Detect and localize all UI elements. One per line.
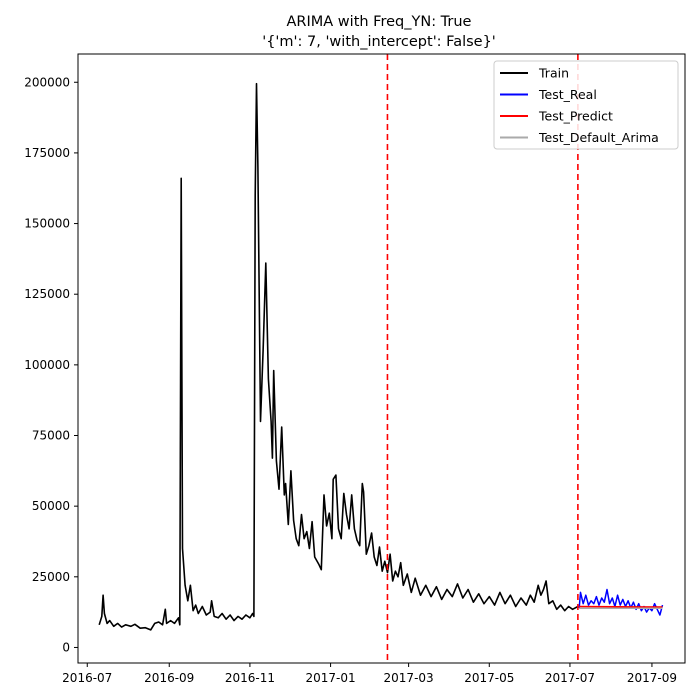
y-tick-label: 75000	[32, 429, 70, 443]
split-markers	[386, 54, 579, 663]
x-tick-label: 2017-05	[464, 671, 514, 685]
legend-label: Test_Default_Arima	[538, 130, 659, 145]
chart-subtitle: '{'m': 7, 'with_intercept': False}'	[262, 34, 496, 50]
x-tick-label: 2017-09	[627, 671, 677, 685]
y-tick-label: 25000	[32, 570, 70, 584]
plot-frame	[77, 53, 686, 664]
legend-label: Train	[538, 66, 569, 81]
y-tick-label: 50000	[32, 499, 70, 513]
legend-label: Test_Real	[538, 87, 597, 102]
y-tick-label: 150000	[24, 217, 70, 231]
legend-box	[493, 60, 679, 150]
x-tick-label: 2017-01	[306, 671, 356, 685]
x-tick-label: 2017-07	[545, 671, 595, 685]
x-tick-label: 2016-09	[144, 671, 194, 685]
x-tick-label: 2016-11	[225, 671, 275, 685]
x-axis: 2016-07 2016-09 2016-11 2017-01 2017-03 2017-…	[62, 663, 677, 685]
legend-label: Test_Predict	[538, 109, 613, 124]
y-tick-label: 125000	[24, 287, 70, 301]
y-tick-label: 100000	[24, 358, 70, 372]
series-line-test-predict	[579, 605, 663, 608]
plot-area	[98, 82, 664, 631]
y-axis: 0 25000 50000 75000 100000 125000 150000 175000…	[24, 75, 78, 654]
series-line-test-real	[578, 588, 664, 616]
y-tick-label: 200000	[24, 75, 70, 89]
x-tick-label: 2016-07	[62, 671, 112, 685]
y-tick-label: 175000	[24, 146, 70, 160]
legend: Train Test_Real Test_Predict Test_Default_A…	[493, 60, 679, 150]
y-tick-label: 0	[62, 640, 70, 654]
x-tick-label: 2017-03	[384, 671, 434, 685]
series-line-train	[98, 82, 579, 631]
chart-title: ARIMA with Freq_YN: True	[287, 14, 472, 30]
